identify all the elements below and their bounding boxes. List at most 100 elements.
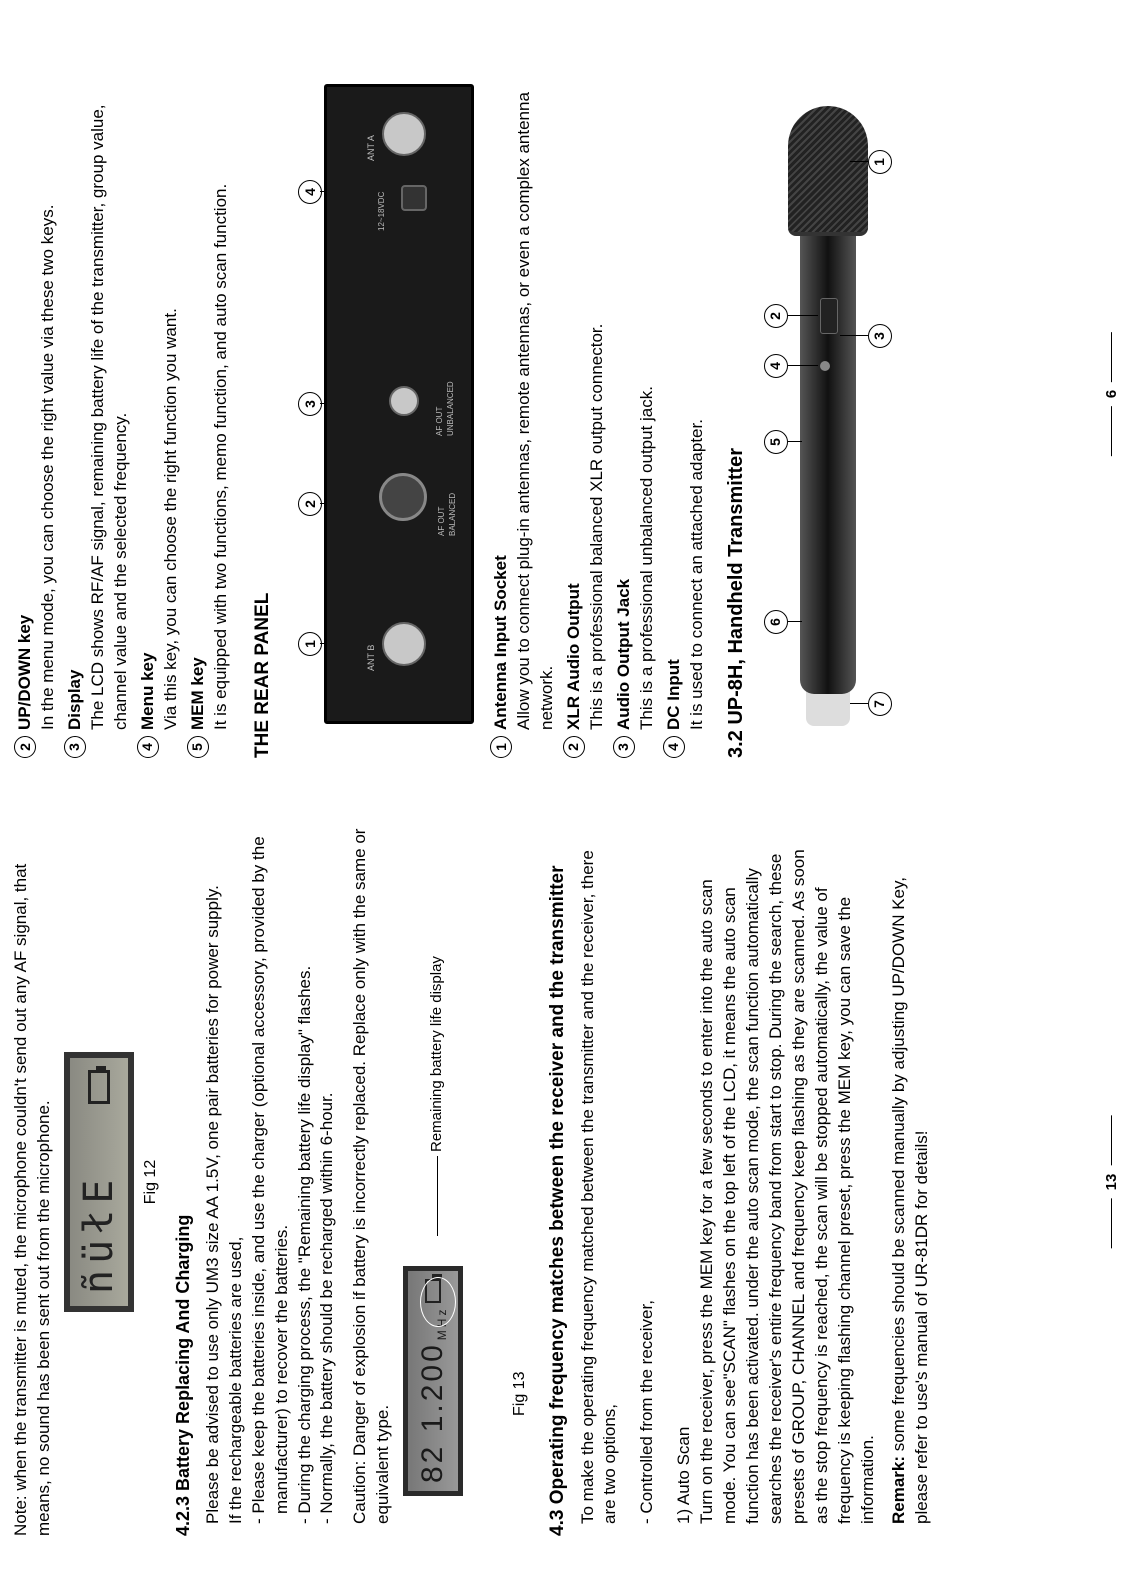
- p43-2: - Controlled from the receiver,: [636, 828, 659, 1524]
- callout-batt-label: Remaining battery life display: [427, 956, 447, 1152]
- remark-row: Remark: some frequencies should be scann…: [888, 828, 934, 1524]
- feature-label: XLR Audio Output: [563, 50, 586, 730]
- panel-label-antb: ANT B: [365, 645, 377, 671]
- feature-label: UP/DOWN key: [14, 50, 37, 730]
- panel-label-dc: 12~18VDC: [377, 192, 388, 231]
- feature-item: 3 DisplayThe LCD shows RF/AF signal, rema…: [64, 50, 133, 758]
- b1: - Please keep the batteries inside, and …: [248, 828, 294, 1514]
- left-column: Note: when the transmitter is muted, the…: [0, 788, 1132, 1576]
- mic-callout-7: 7: [868, 692, 892, 716]
- note-text: Note: when the transmitter is muted, the…: [10, 828, 56, 1536]
- rear-panel-image: ANT B ANT A AF OUTBALANCED AF OUTUNBALAN…: [324, 84, 474, 724]
- mic-grille: [788, 106, 868, 236]
- rear-callout-2: 2: [298, 492, 322, 516]
- feature-label: Display: [64, 50, 87, 730]
- antenna-socket-b: [382, 622, 426, 666]
- feature-body: Menu keyVia this key, you can choose the…: [137, 50, 183, 730]
- feature-label: Antenna Input Socket: [490, 50, 513, 730]
- feature-number: 4: [663, 736, 685, 758]
- mic-callout-1-num: 1: [870, 158, 889, 166]
- feature-item: 2 XLR Audio OutputThis is a professional …: [563, 50, 609, 758]
- sec-43-title: 4.3 Operating frequency matches between …: [545, 828, 571, 1536]
- callout-line: [850, 161, 868, 162]
- p43-1: To make the operating frequency matched …: [577, 828, 623, 1524]
- rear-callout-2-num: 2: [301, 500, 320, 508]
- feature-label: DC Input: [663, 50, 686, 730]
- mic-callout-5-num: 5: [766, 438, 785, 446]
- caution: Caution: Danger of explosion if battery …: [349, 828, 395, 1524]
- feature-text: This is a professional balanced XLR outp…: [586, 50, 609, 730]
- antenna-socket-a: [382, 112, 426, 156]
- feature-text: In the menu mode, you can choose the rig…: [37, 50, 60, 730]
- front-items: 2 UP/DOWN keyIn the menu mode, you can ch…: [14, 50, 232, 758]
- rear-callout-1-num: 1: [301, 640, 320, 648]
- rear-panel-title: THE REAR PANEL: [250, 50, 276, 758]
- feature-text: It is used to connect an attached adapte…: [686, 50, 709, 730]
- mic-callout-5: 5: [764, 430, 788, 454]
- feature-number: 4: [137, 736, 159, 758]
- feature-number: 1: [490, 736, 512, 758]
- page-number-left: 13: [1102, 1108, 1122, 1257]
- sec-43-body: To make the operating frequency matched …: [577, 828, 934, 1536]
- callout-ellipse: [420, 1277, 456, 1327]
- callout-line: [850, 703, 868, 704]
- fig13-label: Fig 13: [509, 828, 531, 1416]
- right-column: 2 UP/DOWN keyIn the menu mode, you can ch…: [0, 0, 1132, 788]
- mic-callout-7-num: 7: [870, 700, 889, 708]
- mic-callout-2: 2: [764, 304, 788, 328]
- rear-callout-4-num: 4: [301, 188, 320, 196]
- mic-callout-4: 4: [764, 354, 788, 378]
- feature-text: This is a professional unbalanced output…: [636, 50, 659, 730]
- mic-callout-3-num: 3: [870, 332, 889, 340]
- page-rotated-wrap: Note: when the transmitter is muted, the…: [0, 0, 1132, 1576]
- page-number-right: 6: [1102, 324, 1122, 464]
- lcd-display-fig13: 82 1.200 MHz: [403, 1266, 463, 1496]
- mic-callout-2-num: 2: [766, 312, 785, 320]
- feature-number: 3: [64, 736, 86, 758]
- rear-items: 1 Antenna Input SocketAllow you to connec…: [490, 50, 708, 758]
- dc-input: [401, 185, 427, 211]
- feature-body: Audio Output JackThis is a professional …: [613, 50, 659, 730]
- remark-text: some frequencies should be scanned manua…: [889, 877, 931, 1524]
- handheld-transmitter-figure: 5 4 2 6 7 3 1: [770, 54, 890, 754]
- rear-panel-figure: 1 2 3 4 ANT B ANT A AF OUTBALANCED AF OU…: [284, 74, 484, 734]
- mic-led: [820, 361, 830, 371]
- panel-label-anta: ANT A: [365, 135, 377, 161]
- b2: - During the charging process, the "Rema…: [294, 828, 317, 1514]
- feature-text: Allow you to connect plug-in antennas, r…: [513, 50, 559, 730]
- lcd-display-fig12: ñüłE: [64, 1052, 134, 1312]
- feature-item: 2 UP/DOWN keyIn the menu mode, you can ch…: [14, 50, 60, 758]
- feature-text: Via this key, you can choose the right f…: [160, 50, 183, 730]
- battery-icon: [88, 1070, 110, 1104]
- feature-number: 2: [563, 736, 585, 758]
- panel-label-unbal: AF OUTUNBALANCED: [435, 381, 457, 436]
- mic-callout-6: 6: [764, 610, 788, 634]
- feature-body: DisplayThe LCD shows RF/AF signal, remai…: [64, 50, 133, 730]
- mic-callout-6-num: 6: [766, 618, 785, 626]
- audio-output-jack: [389, 386, 419, 416]
- sec-423-title: 4.2.3 Battery Replacing And Charging: [171, 828, 195, 1536]
- panel-label-balanced: AF OUTBALANCED: [437, 493, 459, 536]
- xlr-output: [379, 473, 427, 521]
- feature-body: Antenna Input SocketAllow you to connect…: [490, 50, 559, 730]
- callout-line: [788, 621, 802, 622]
- feature-number: 2: [14, 736, 36, 758]
- feature-text: It is equipped with two functions, memo …: [210, 50, 233, 730]
- callout-line: [437, 1156, 438, 1236]
- p1: Please be advised to use only UM3 size A…: [202, 828, 225, 1524]
- feature-label: Audio Output Jack: [613, 50, 636, 730]
- p43-3: Turn on the receiver, press the MEM key …: [696, 828, 880, 1524]
- rear-callout-3: 3: [298, 392, 322, 416]
- feature-item: 5 MEM keyIt is equipped with two function…: [187, 50, 233, 758]
- p2: If the rechargeable batteries are used,: [225, 828, 248, 1524]
- mic-switch: [820, 298, 838, 334]
- lcd2-text: 82 1.200: [413, 1342, 454, 1483]
- fig13-area: 82 1.200 MHz Remaining battery life disp…: [403, 828, 503, 1536]
- sec-423-body: Please be advised to use only UM3 size A…: [202, 828, 396, 1536]
- rear-callout-3-num: 3: [301, 400, 320, 408]
- callout-line: [788, 441, 802, 442]
- feature-label: MEM key: [187, 50, 210, 730]
- mic-body: [800, 224, 856, 694]
- rear-callout-1: 1: [298, 632, 322, 656]
- feature-number: 5: [187, 736, 209, 758]
